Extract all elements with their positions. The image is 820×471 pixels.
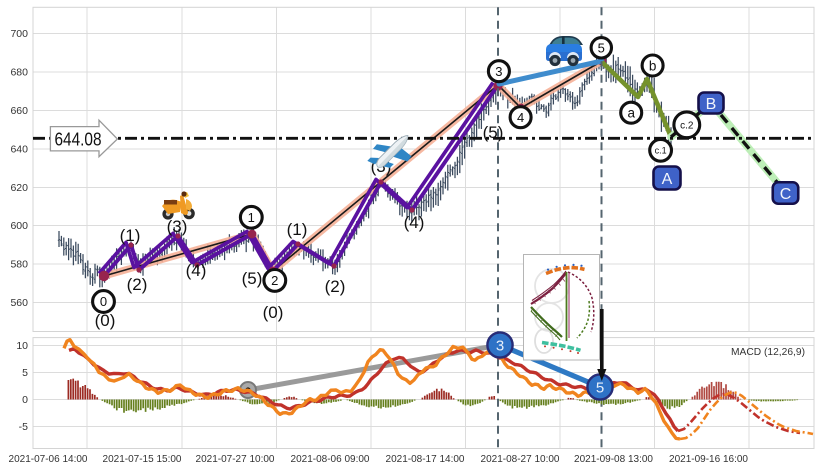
svg-text:644.08: 644.08 bbox=[55, 130, 102, 150]
svg-text:5: 5 bbox=[598, 40, 605, 55]
svg-text:5: 5 bbox=[22, 367, 28, 379]
svg-text:2021-09-08 13:00: 2021-09-08 13:00 bbox=[574, 453, 653, 465]
svg-text:660: 660 bbox=[10, 105, 28, 117]
svg-text:0: 0 bbox=[100, 294, 107, 309]
svg-text:580: 580 bbox=[10, 259, 28, 271]
svg-text:(5): (5) bbox=[242, 269, 263, 288]
svg-text:2021-07-27 10:00: 2021-07-27 10:00 bbox=[196, 453, 275, 465]
svg-text:2021-09-16 16:00: 2021-09-16 16:00 bbox=[669, 453, 748, 465]
svg-text:3: 3 bbox=[496, 338, 504, 355]
svg-text:(4): (4) bbox=[404, 213, 425, 232]
svg-text:620: 620 bbox=[10, 182, 28, 194]
svg-text:(0): (0) bbox=[263, 303, 284, 322]
svg-text:5: 5 bbox=[596, 380, 604, 397]
svg-text:(3): (3) bbox=[167, 217, 188, 236]
svg-text:2021-08-17 14:00: 2021-08-17 14:00 bbox=[386, 453, 465, 465]
svg-text:10: 10 bbox=[16, 340, 28, 352]
svg-text:640: 640 bbox=[10, 144, 28, 156]
svg-text:0: 0 bbox=[22, 394, 28, 406]
svg-text:C: C bbox=[780, 186, 792, 203]
svg-text:b: b bbox=[649, 58, 657, 73]
svg-text:600: 600 bbox=[10, 220, 28, 232]
svg-text:(1): (1) bbox=[120, 226, 141, 245]
svg-text:1: 1 bbox=[248, 210, 255, 225]
svg-text:c.1: c.1 bbox=[655, 146, 667, 156]
svg-text:(5): (5) bbox=[483, 123, 504, 142]
svg-text:4: 4 bbox=[517, 110, 524, 125]
svg-text:(4): (4) bbox=[186, 261, 207, 280]
svg-text:A: A bbox=[662, 171, 673, 188]
svg-text:(1): (1) bbox=[287, 220, 308, 239]
svg-text:680: 680 bbox=[10, 67, 28, 79]
svg-text:(2): (2) bbox=[127, 275, 148, 294]
svg-text:3: 3 bbox=[495, 64, 502, 79]
svg-text:2021-07-15 15:00: 2021-07-15 15:00 bbox=[103, 453, 182, 465]
svg-text:c.2: c.2 bbox=[680, 120, 694, 131]
svg-text:2021-08-27 10:00: 2021-08-27 10:00 bbox=[481, 453, 560, 465]
svg-text:700: 700 bbox=[10, 28, 28, 40]
svg-text:-5: -5 bbox=[19, 421, 28, 433]
svg-text:B: B bbox=[706, 96, 717, 113]
svg-text:MACD (12,26,9): MACD (12,26,9) bbox=[731, 346, 805, 358]
svg-text:a: a bbox=[627, 106, 635, 121]
svg-text:(2): (2) bbox=[325, 277, 346, 296]
svg-text:560: 560 bbox=[10, 297, 28, 309]
svg-text:2021-07-06 14:00: 2021-07-06 14:00 bbox=[9, 453, 88, 465]
svg-text:(0): (0) bbox=[95, 311, 116, 330]
svg-text:2: 2 bbox=[271, 273, 278, 288]
svg-text:2021-08-06 09:00: 2021-08-06 09:00 bbox=[291, 453, 370, 465]
